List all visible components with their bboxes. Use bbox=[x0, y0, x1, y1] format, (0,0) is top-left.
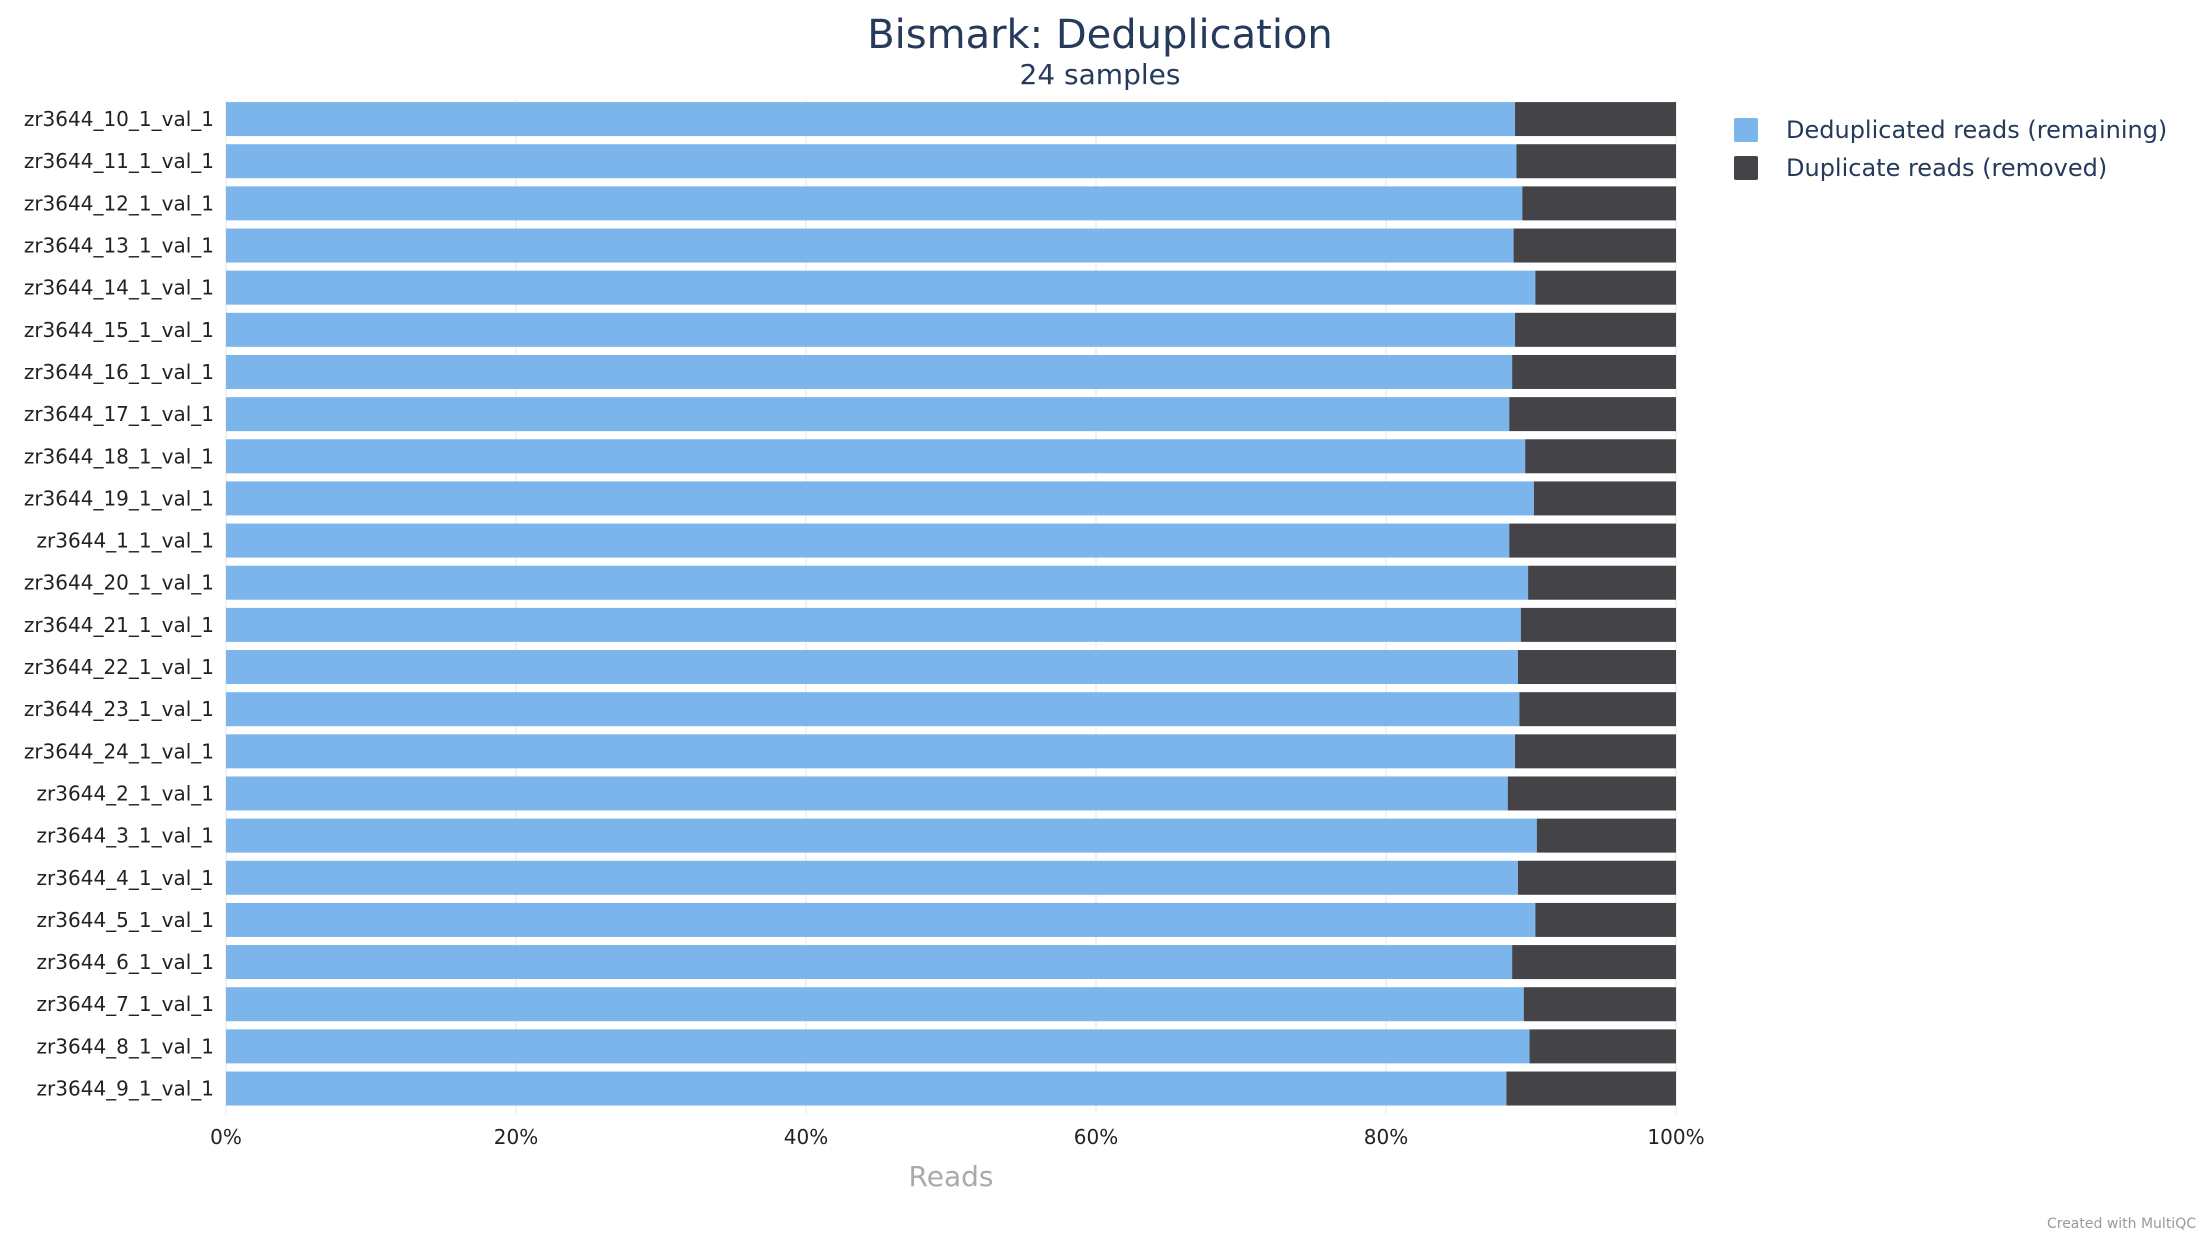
bar-deduplicated[interactable] bbox=[226, 776, 1508, 811]
bar-duplicate[interactable] bbox=[1516, 144, 1677, 179]
bar-deduplicated[interactable] bbox=[226, 565, 1529, 600]
bar-deduplicated[interactable] bbox=[226, 734, 1516, 769]
x-tick-label: 0% bbox=[210, 1125, 242, 1149]
bar-duplicate[interactable] bbox=[1535, 902, 1676, 937]
bar-duplicate[interactable] bbox=[1522, 186, 1676, 221]
x-axis-ticks: 0% 20% 40% 60% 80% 100% bbox=[210, 1125, 1704, 1149]
bar-deduplicated[interactable] bbox=[226, 186, 1523, 221]
y-tick-label: zr3644_7_1_val_1 bbox=[37, 992, 214, 1016]
y-tick-label: zr3644_15_1_val_1 bbox=[24, 318, 214, 342]
x-axis-title: Reads bbox=[909, 1160, 994, 1193]
bar-duplicate[interactable] bbox=[1515, 734, 1676, 769]
x-tick-label: 100% bbox=[1647, 1125, 1704, 1149]
y-tick-label: zr3644_4_1_val_1 bbox=[37, 866, 214, 890]
y-tick-label: zr3644_2_1_val_1 bbox=[37, 781, 214, 805]
y-tick-label: zr3644_17_1_val_1 bbox=[24, 402, 214, 426]
bar-duplicate[interactable] bbox=[1529, 1029, 1676, 1064]
bar-duplicate[interactable] bbox=[1519, 692, 1676, 727]
bar-duplicate[interactable] bbox=[1528, 565, 1676, 600]
y-tick-label: zr3644_6_1_val_1 bbox=[37, 950, 214, 974]
bar-deduplicated[interactable] bbox=[226, 481, 1534, 516]
bar-deduplicated[interactable] bbox=[226, 650, 1518, 685]
legend-label[interactable]: Deduplicated reads (remaining) bbox=[1786, 116, 2167, 144]
bar-deduplicated[interactable] bbox=[226, 987, 1524, 1022]
bar-duplicate[interactable] bbox=[1512, 354, 1676, 389]
y-tick-label: zr3644_11_1_val_1 bbox=[24, 149, 214, 173]
bar-duplicate[interactable] bbox=[1525, 439, 1676, 474]
bar-deduplicated[interactable] bbox=[226, 945, 1513, 980]
bar-duplicate[interactable] bbox=[1512, 945, 1676, 980]
y-tick-label: zr3644_23_1_val_1 bbox=[24, 697, 214, 721]
bar-deduplicated[interactable] bbox=[226, 102, 1516, 137]
bar-deduplicated[interactable] bbox=[226, 607, 1521, 642]
y-tick-label: zr3644_20_1_val_1 bbox=[24, 571, 214, 595]
bar-deduplicated[interactable] bbox=[226, 397, 1510, 432]
legend-swatch[interactable] bbox=[1734, 156, 1758, 180]
bar-deduplicated[interactable] bbox=[226, 1071, 1507, 1106]
y-axis-labels: zr3644_10_1_val_1 zr3644_11_1_val_1 zr3644… bbox=[24, 107, 214, 1100]
y-tick-label: zr3644_5_1_val_1 bbox=[37, 908, 214, 932]
bar-duplicate[interactable] bbox=[1520, 607, 1676, 642]
y-tick-label: zr3644_12_1_val_1 bbox=[24, 191, 214, 215]
bar-deduplicated[interactable] bbox=[226, 144, 1517, 179]
y-tick-label: zr3644_13_1_val_1 bbox=[24, 234, 214, 258]
bar-duplicate[interactable] bbox=[1535, 270, 1676, 305]
bar-deduplicated[interactable] bbox=[226, 692, 1520, 727]
bar-deduplicated[interactable] bbox=[226, 228, 1514, 263]
bar-deduplicated[interactable] bbox=[226, 312, 1516, 347]
x-tick-label: 60% bbox=[1074, 1125, 1118, 1149]
bar-deduplicated[interactable] bbox=[226, 818, 1537, 853]
x-tick-label: 20% bbox=[494, 1125, 538, 1149]
bar-deduplicated[interactable] bbox=[226, 860, 1518, 895]
bar-duplicate[interactable] bbox=[1523, 987, 1676, 1022]
bar-deduplicated[interactable] bbox=[226, 354, 1513, 389]
bar-duplicate[interactable] bbox=[1533, 481, 1676, 516]
y-tick-label: zr3644_9_1_val_1 bbox=[37, 1077, 214, 1101]
y-tick-label: zr3644_24_1_val_1 bbox=[24, 739, 214, 763]
bar-duplicate[interactable] bbox=[1513, 228, 1676, 263]
bar-duplicate[interactable] bbox=[1509, 523, 1676, 558]
legend-swatch[interactable] bbox=[1734, 118, 1758, 142]
bar-duplicate[interactable] bbox=[1507, 776, 1676, 811]
credit-text: Created with MultiQC bbox=[2047, 1216, 2196, 1232]
bar-duplicate[interactable] bbox=[1515, 312, 1676, 347]
bar-duplicate[interactable] bbox=[1515, 102, 1676, 137]
y-tick-label: zr3644_3_1_val_1 bbox=[37, 824, 214, 848]
bar-deduplicated[interactable] bbox=[226, 1029, 1530, 1064]
bars bbox=[226, 102, 1677, 1106]
x-tick-label: 40% bbox=[784, 1125, 828, 1149]
legend: Deduplicated reads (remaining) Duplicate … bbox=[1734, 116, 2167, 182]
y-tick-label: zr3644_10_1_val_1 bbox=[24, 107, 214, 131]
grid-lines bbox=[225, 100, 1677, 1114]
bar-deduplicated[interactable] bbox=[226, 902, 1536, 937]
bar-duplicate[interactable] bbox=[1517, 650, 1676, 685]
bar-duplicate[interactable] bbox=[1506, 1071, 1676, 1106]
x-tick-label: 80% bbox=[1364, 1125, 1408, 1149]
y-tick-label: zr3644_22_1_val_1 bbox=[24, 655, 214, 679]
y-tick-label: zr3644_18_1_val_1 bbox=[24, 444, 214, 468]
y-tick-label: zr3644_19_1_val_1 bbox=[24, 486, 214, 510]
chart-title: Bismark: Deduplication bbox=[867, 12, 1333, 58]
bar-duplicate[interactable] bbox=[1517, 860, 1676, 895]
legend-label[interactable]: Duplicate reads (removed) bbox=[1786, 154, 2107, 182]
bar-duplicate[interactable] bbox=[1536, 818, 1676, 853]
chart-subtitle: 24 samples bbox=[1020, 58, 1181, 91]
bar-duplicate[interactable] bbox=[1509, 397, 1676, 432]
y-tick-label: zr3644_8_1_val_1 bbox=[37, 1034, 214, 1058]
y-tick-label: zr3644_1_1_val_1 bbox=[37, 529, 214, 553]
y-tick-label: zr3644_21_1_val_1 bbox=[24, 613, 214, 637]
bar-deduplicated[interactable] bbox=[226, 439, 1526, 474]
y-tick-label: zr3644_16_1_val_1 bbox=[24, 360, 214, 384]
bar-deduplicated[interactable] bbox=[226, 270, 1536, 305]
bar-deduplicated[interactable] bbox=[226, 523, 1510, 558]
y-tick-label: zr3644_14_1_val_1 bbox=[24, 276, 214, 300]
